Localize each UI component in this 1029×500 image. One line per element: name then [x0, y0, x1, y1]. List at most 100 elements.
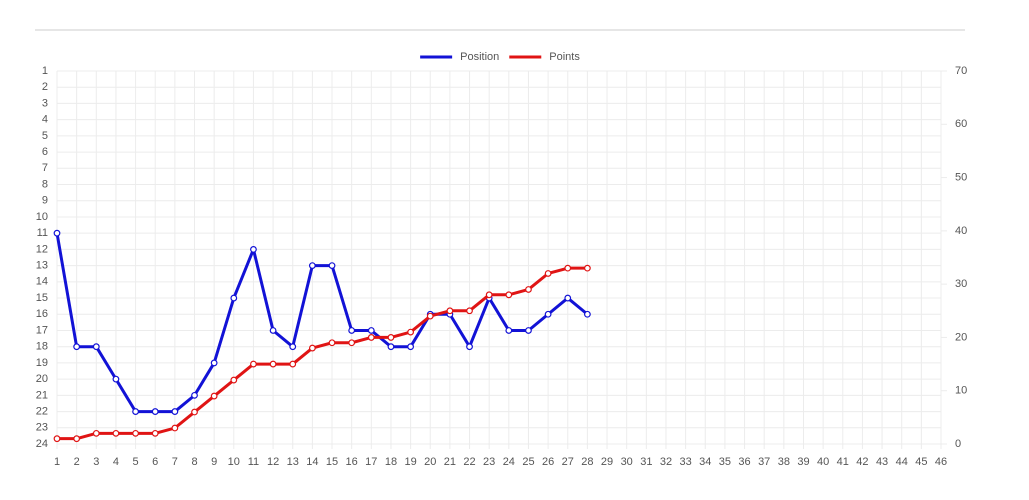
x-tick-label: 35	[719, 456, 731, 468]
y2-tick-label: 50	[955, 171, 967, 183]
x-tick-label: 22	[463, 456, 475, 468]
x-tick-label: 21	[444, 456, 456, 468]
x-tick-label: 28	[581, 456, 593, 468]
x-tick-label: 36	[738, 456, 750, 468]
point	[53, 229, 61, 237]
x-tick-label: 5	[133, 456, 139, 468]
point	[348, 339, 356, 347]
point	[250, 360, 257, 368]
point	[171, 408, 179, 415]
x-tick-label: 29	[601, 456, 613, 468]
y-tick-label: 7	[42, 162, 48, 174]
x-tick-label: 32	[660, 456, 672, 468]
x-tick-label: 25	[522, 456, 534, 468]
point	[250, 245, 257, 253]
y-tick-label: 2	[42, 81, 48, 93]
point	[505, 291, 513, 299]
point	[210, 392, 218, 400]
x-tick-label: 2	[74, 456, 80, 468]
x-tick-label: 14	[306, 456, 318, 468]
x-tick-label: 37	[758, 456, 770, 468]
legend: Position Points	[420, 51, 580, 63]
x-tick-label: 7	[172, 456, 178, 468]
x-tick-label: 46	[935, 456, 947, 468]
point	[564, 264, 572, 272]
x-tick-label: 12	[267, 456, 279, 468]
y2-tick-label: 60	[955, 118, 967, 130]
y-tick-label: 1	[42, 65, 48, 77]
x-tick-label: 45	[915, 456, 927, 468]
point	[132, 408, 139, 415]
y-tick-label: 12	[36, 243, 48, 255]
point	[407, 343, 415, 351]
legend-label: Points	[549, 51, 580, 63]
x-tick-label: 9	[211, 456, 217, 468]
point	[112, 429, 120, 437]
y-tick-label: 16	[36, 308, 48, 320]
point	[446, 307, 454, 315]
x-tick-label: 33	[679, 456, 691, 468]
point	[92, 343, 100, 351]
point	[544, 310, 552, 318]
y-tick-label: 5	[42, 130, 48, 142]
point	[308, 262, 316, 270]
point	[328, 339, 336, 347]
point	[92, 429, 100, 437]
point	[132, 429, 139, 437]
point	[171, 424, 179, 432]
y-tick-label: 14	[36, 276, 48, 288]
point	[53, 435, 61, 443]
marks	[53, 229, 591, 443]
y-tick-label: 21	[36, 389, 48, 401]
point	[407, 328, 415, 336]
point	[505, 327, 513, 334]
point	[191, 391, 198, 399]
point	[485, 291, 493, 299]
y2-tick-label: 70	[955, 65, 967, 77]
x-tick-label: 23	[483, 456, 495, 468]
x-tick-label: 41	[837, 456, 849, 468]
point	[230, 294, 238, 302]
x-tick-label: 10	[228, 456, 240, 468]
x-tick-label: 4	[113, 456, 119, 468]
x-tick-label: 42	[856, 456, 868, 468]
y-tick-label: 3	[42, 97, 48, 109]
x-tick-label: 24	[503, 456, 515, 468]
x-tick-label: 16	[346, 456, 358, 468]
y-tick-label: 6	[42, 146, 48, 158]
point	[269, 360, 277, 368]
x-tick-label: 20	[424, 456, 436, 468]
point	[151, 408, 159, 415]
point	[328, 262, 336, 270]
y2-tick-label: 30	[955, 278, 967, 290]
point	[584, 264, 591, 272]
point	[387, 343, 395, 351]
y-tick-label: 22	[36, 405, 48, 417]
point	[525, 327, 532, 334]
x-tick-label: 27	[562, 456, 574, 468]
legend-label: Position	[460, 51, 499, 63]
x-tick-label: 15	[326, 456, 338, 468]
x-tick-label: 34	[699, 456, 711, 468]
y-tick-label: 4	[42, 114, 48, 126]
x-tick-label: 11	[248, 456, 259, 468]
point	[73, 343, 81, 351]
point	[564, 294, 572, 302]
x-tick-label: 17	[365, 456, 377, 468]
x-tick-label: 31	[640, 456, 652, 468]
point	[367, 327, 375, 334]
point	[269, 327, 277, 334]
y-tick-label: 23	[36, 422, 48, 434]
point	[289, 360, 297, 368]
y-tick-label: 11	[37, 227, 48, 239]
y-tick-label: 10	[36, 211, 48, 223]
point	[308, 344, 316, 352]
series-line	[55, 232, 589, 414]
y-tick-label: 9	[42, 195, 48, 207]
y2-tick-label: 40	[955, 225, 967, 237]
x-tick-label: 8	[191, 456, 197, 468]
point	[230, 376, 238, 384]
series-line	[57, 266, 588, 441]
x-tick-label: 6	[152, 456, 158, 468]
